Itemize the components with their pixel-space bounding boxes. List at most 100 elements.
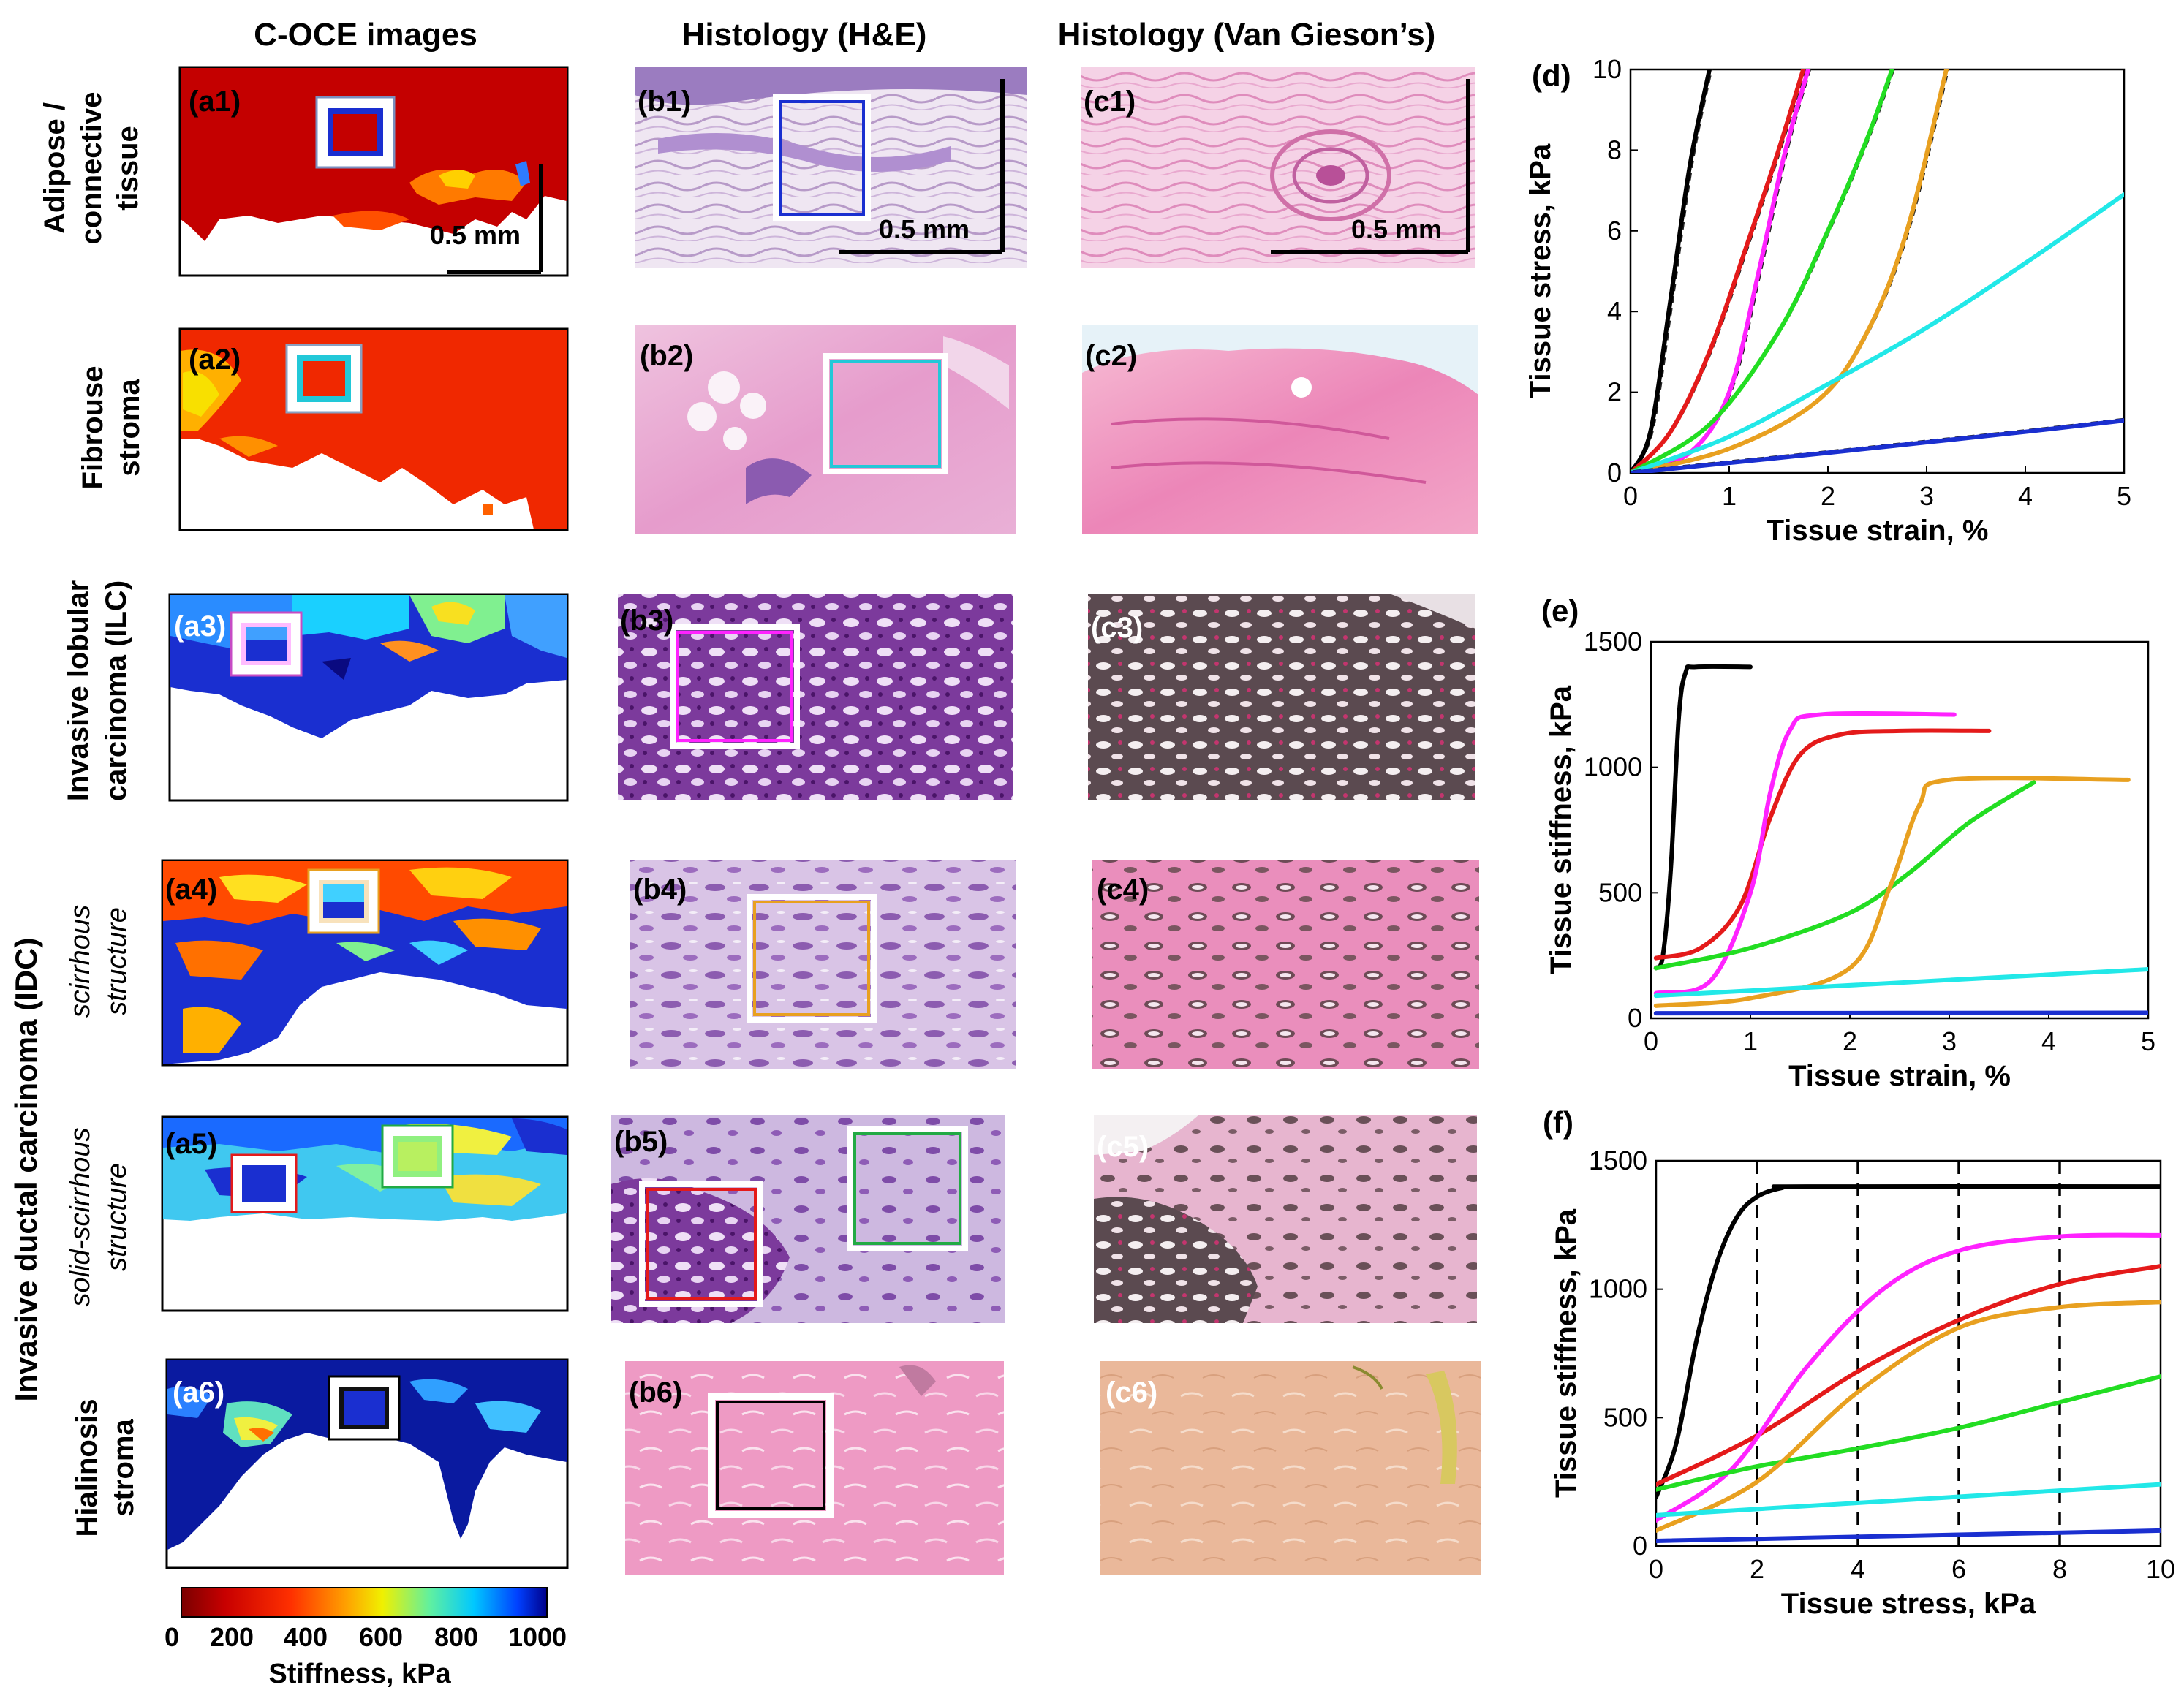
colorbar-tick: 800 [434, 1622, 478, 1652]
svg-text:structure: structure [102, 1163, 132, 1271]
panel-label-a2: (a2) [189, 344, 241, 376]
vg-panel-c3: (c3) [1088, 594, 1475, 800]
series-line-orange [1656, 1300, 2161, 1533]
x-tick-label: 10 [2146, 1554, 2175, 1584]
oce-panel-a2: (a2) [178, 327, 569, 531]
x-axis-label: Tissue stress, kPa [1781, 1588, 2036, 1620]
y-tick-label: 8 [1607, 135, 1622, 164]
svg-text:scirrhous: scirrhous [65, 905, 96, 1018]
x-tick-label: 0 [1649, 1554, 1663, 1584]
chart-d: 0 1 2 3 4 5 0 2 4 6 8 10 Tissue strain, % Tissue stre… [1524, 54, 2131, 547]
oce-panel-a1: 0.5 mm (a1) [178, 66, 569, 277]
oce-panel-a3: (a3) [168, 593, 569, 802]
y-tick-label: 0 [1633, 1531, 1647, 1561]
x-tick-label: 1 [1743, 1026, 1758, 1056]
panel-label-f: (f) [1543, 1105, 1573, 1140]
panel-label-a6: (a6) [173, 1376, 224, 1409]
panel-label-b1: (b1) [638, 86, 691, 118]
svg-text:Hialinosis: Hialinosis [71, 1399, 103, 1537]
x-tick-label: 5 [2141, 1026, 2155, 1056]
series-line-red [1653, 728, 1992, 961]
svg-text:connective: connective [75, 92, 107, 245]
row-label-solid-scirrhous: solid-scirrhous structure [65, 1128, 132, 1307]
y-tick-label: 500 [1598, 877, 1642, 907]
x-tick-label: 4 [2041, 1026, 2056, 1056]
y-tick-label: 4 [1607, 296, 1622, 326]
panel-label-b2: (b2) [640, 340, 693, 372]
panel-label-c3: (c3) [1091, 612, 1143, 644]
series-line-orange [1631, 69, 1949, 473]
series-line-green [1653, 780, 2036, 971]
series-line-blue [1653, 1010, 2148, 1016]
y-tick-label: 2 [1607, 377, 1622, 407]
colorbar-tick: 600 [359, 1622, 403, 1652]
he-panel-b3: (b3) [618, 594, 1013, 800]
vg-panel-c1: 0.5 mm (c1) [1081, 67, 1475, 268]
row-label-hialinosis: Hialinosis stroma [71, 1399, 140, 1537]
panel-label-d: (d) [1532, 58, 1571, 93]
x-tick-label: 5 [2117, 481, 2131, 511]
panel-label-c2: (c2) [1085, 340, 1137, 372]
panel-label-c6: (c6) [1106, 1376, 1157, 1409]
series-line-black [1656, 1184, 2161, 1500]
series-line-black [1653, 664, 1753, 971]
oce-panel-a5: (a5) [161, 1115, 569, 1312]
series-line-cyan [1631, 192, 2124, 473]
panel-label-a1: (a1) [189, 86, 241, 118]
he-panel-b5: (b5) [611, 1115, 1005, 1323]
panel-label-c5: (c5) [1097, 1131, 1149, 1163]
series-line-magenta [1653, 711, 1957, 996]
svg-text:Fibrouse: Fibrouse [77, 366, 109, 490]
he-panel-b1: 0.5 mm (b1) [635, 67, 1027, 268]
y-tick-label: 1500 [1584, 626, 1642, 656]
x-tick-label: 0 [1623, 481, 1638, 511]
oce-panel-a6: (a6) [165, 1358, 569, 1569]
svg-text:solid-scirrhous: solid-scirrhous [65, 1128, 96, 1307]
y-tick-label: 10 [1592, 54, 1622, 84]
panel-label-c4: (c4) [1097, 874, 1149, 906]
x-tick-label: 3 [1942, 1026, 1957, 1056]
colorbar-label: Stiffness, kPa [268, 1659, 451, 1689]
series-line-green [1656, 1374, 2161, 1492]
series-line-red [1631, 69, 1806, 473]
series-line-blue [1656, 1528, 2161, 1543]
x-tick-label: 6 [1951, 1554, 1966, 1584]
vg-panel-c2: (c2) [1082, 325, 1478, 534]
panel-label-b3: (b3) [620, 605, 673, 637]
y-axis-label: Tissue stress, kPa [1524, 143, 1557, 398]
row-label-ilc: Invasive lobular carcinoma (ILC) [62, 580, 132, 801]
he-panel-b4: (b4) [630, 860, 1016, 1069]
y-axis-label: Tissue stiffness, kPa [1550, 1208, 1582, 1498]
series-line-blue [1631, 418, 2124, 473]
svg-text:stroma: stroma [107, 1419, 140, 1517]
vg-panel-c4: (c4) [1092, 860, 1479, 1069]
fit-line-black [1633, 69, 1713, 471]
scale-bar-label-a1: 0.5 mm [430, 220, 521, 250]
colorbar-tick: 0 [165, 1622, 179, 1652]
vg-panel-c6: (c6) [1100, 1361, 1481, 1575]
header-he: Histology (H&E) [682, 17, 927, 53]
series-line-green [1631, 69, 1894, 473]
svg-text:Adipose /: Adipose / [39, 102, 71, 234]
x-axis-label: Tissue strain, % [1788, 1060, 2011, 1092]
x-tick-label: 1 [1722, 481, 1737, 511]
axes-box [1650, 640, 2150, 1020]
row-label-fibrous: Fibrouse stroma [77, 366, 146, 490]
x-tick-label: 0 [1644, 1026, 1658, 1056]
svg-text:structure: structure [102, 907, 132, 1015]
row-label-idc: Invasive ductal carcinoma (IDC) [9, 938, 43, 1402]
header-coce: C-OCE images [254, 17, 477, 53]
y-tick-label: 0 [1607, 458, 1622, 488]
panel-label-a4: (a4) [165, 874, 217, 906]
x-tick-label: 3 [1919, 481, 1934, 511]
y-tick-label: 500 [1603, 1402, 1647, 1432]
scale-bar-label-b1: 0.5 mm [879, 214, 970, 244]
colorbar: 0 200 400 600 800 1000 Stiffness, kPa [165, 1587, 567, 1689]
panel-label-e: (e) [1541, 594, 1579, 628]
x-tick-label: 2 [1750, 1554, 1764, 1584]
he-panel-b2: (b2) [635, 325, 1016, 534]
series-line-orange [1653, 776, 2131, 1008]
y-axis-label: Tissue stiffness, kPa [1545, 685, 1577, 974]
panel-label-c1: (c1) [1084, 86, 1136, 118]
